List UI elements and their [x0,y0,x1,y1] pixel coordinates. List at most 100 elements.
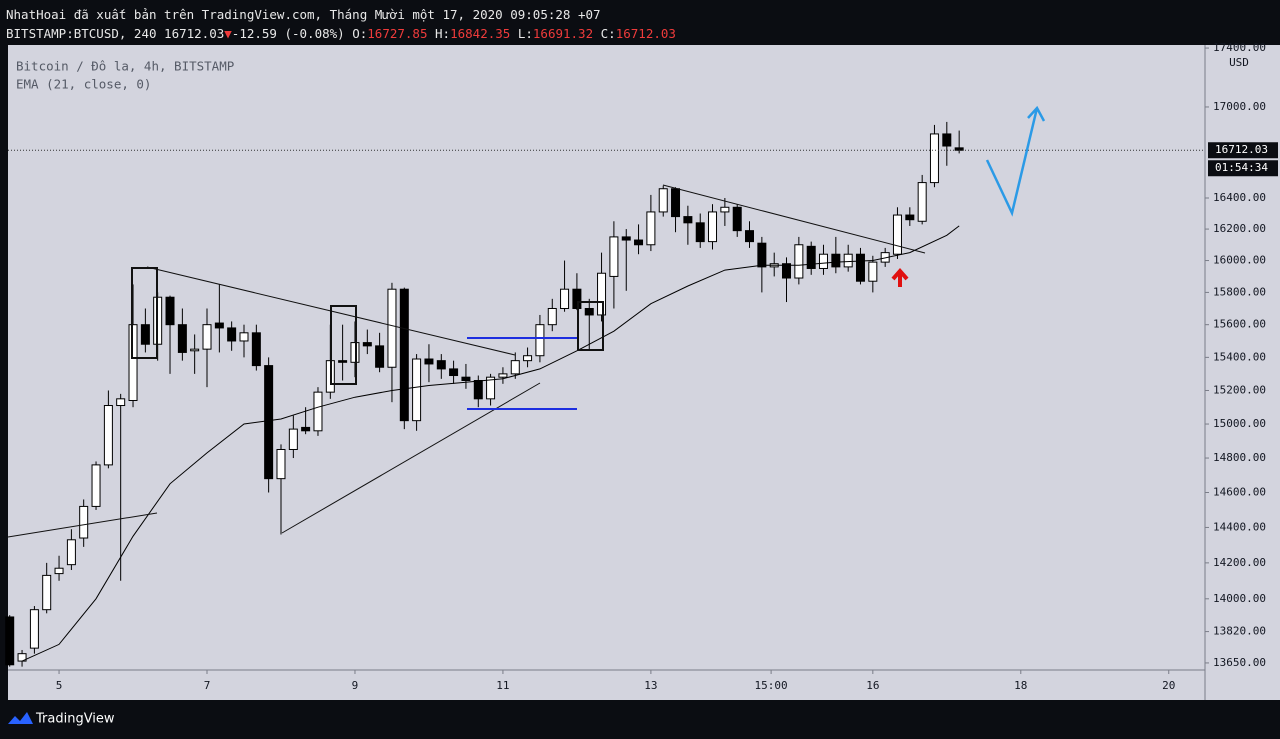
candle-body [634,239,644,246]
candle-body [202,324,212,350]
x-tick-label: 16 [866,679,879,692]
axis-unit: USD [1229,56,1249,69]
chart-background [8,45,1280,700]
x-tick-label: 9 [352,679,359,692]
y-tick-label: 17400.00 [1213,41,1266,54]
y-tick-label: 13650.00 [1213,656,1266,669]
logo-icon [8,712,33,724]
last-price-box [1208,142,1278,159]
x-tick-label: 20 [1162,679,1175,692]
ohlc-label: O: [352,26,368,41]
candle-body [917,182,927,222]
candle-body [942,133,952,147]
countdown: 01:54:34 [1215,161,1268,174]
plot-area [5,121,1205,667]
close-value: 16712.03 [615,26,676,41]
candle-body [708,211,718,243]
candle-body [560,288,570,309]
y-tick-label: 15200.00 [1213,383,1266,396]
candle-body [313,391,323,432]
y-tick-label: 17000.00 [1213,100,1266,113]
candle-body [29,609,39,649]
candle-body [412,358,422,422]
y-tick-label: 16400.00 [1213,191,1266,204]
x-tick-label: 13 [644,679,657,692]
header: NhatHoai đã xuất bản trên TradingView.co… [6,5,676,43]
candle-body [597,272,607,316]
candle-body [128,324,138,401]
candle-body [486,376,496,400]
candle-body [473,379,483,400]
y-tick-label: 14200.00 [1213,556,1266,569]
ohlc-label: L: [517,26,533,41]
candle-body [510,360,520,375]
y-tick-label: 14800.00 [1213,451,1266,464]
x-tick-label: 11 [496,679,509,692]
candle-body [646,211,656,246]
highlight-box [577,301,604,351]
candle-body [523,355,533,362]
ohlc-label: C: [600,26,616,41]
candle-body [806,245,816,269]
candle-body [227,327,237,342]
y-tick-label: 14400.00 [1213,520,1266,533]
indicator-label: EMA (21, close, 0) [16,77,151,92]
candle-body [239,332,249,342]
low-value: 16691.32 [532,26,594,41]
countdown-box [1208,160,1278,177]
candle-body [338,360,348,363]
candle-body [140,324,150,345]
highlight-box [330,305,357,385]
candle-body [818,253,828,269]
candle-body [621,236,631,241]
y-tick-label: 15400.00 [1213,350,1266,363]
candle-body [116,398,126,407]
candle-body [683,216,693,224]
y-tick-label: 16200.00 [1213,222,1266,235]
candle-body [498,373,508,378]
last-close: 16712.03 [164,26,225,41]
y-tick-label: 15600.00 [1213,318,1266,331]
candle-body [720,206,730,213]
candle-body [658,188,668,213]
candle-body [424,358,434,365]
candle-body [757,242,767,268]
change-arrow: ▼ [224,26,232,41]
x-tick-label: 15:00 [755,679,788,692]
candle-body [584,307,594,316]
candle-body [794,244,804,279]
change: -12.59 (-0.08%) [231,26,345,41]
candle-body [165,296,175,326]
candle-body [535,324,545,357]
candle-body [671,188,681,218]
candle-body [436,360,446,370]
candle-body [843,253,853,268]
candle-body [177,324,187,353]
candle-body [855,253,865,282]
x-tick-label: 18 [1014,679,1027,692]
y-tick-label: 14600.00 [1213,486,1266,499]
chart-title: Bitcoin / Đô la, 4h, BITSTAMP [16,59,234,74]
candle-body [732,206,742,232]
open-value: 16727.85 [367,26,428,41]
candle-body [929,133,939,184]
last-price-label: 16712.03 [1215,143,1268,156]
candle-body [362,342,372,347]
candle-body [399,288,409,422]
candle-body [449,368,459,377]
candle-body [461,376,471,381]
candle-body [350,342,360,363]
ema-line [21,225,960,662]
candle-body [868,261,878,282]
quote-line: BITSTAMP:BTCUSD, 240 16712.03▼-12.59 (-0… [6,24,676,43]
candle-body [5,616,15,666]
candle-body [905,214,915,221]
y-tick-label: 16000.00 [1213,254,1266,267]
candle-body [609,236,619,277]
y-tick-label: 14000.00 [1213,592,1266,605]
candle-body [54,567,64,575]
candle-body [547,307,557,326]
trend-line [662,184,926,254]
